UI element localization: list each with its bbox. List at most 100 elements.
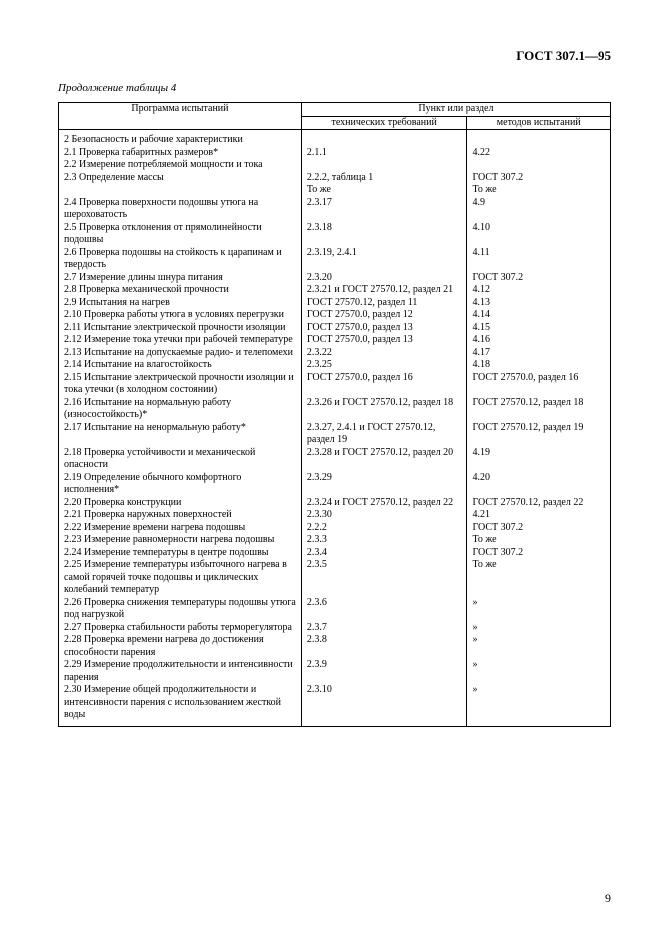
cell-methods: 4.20 [467, 472, 611, 497]
cell-tech-req [301, 159, 467, 172]
cell-program: 2.19 Определение обычного комфортного ис… [59, 472, 302, 497]
cell-tech-req: 2.3.26 и ГОСТ 27570.12, раздел 18 [301, 397, 467, 422]
table-row: 2.3 Определение массы2.2.2, таблица 1ГОС… [59, 172, 611, 185]
cell-program: 2.4 Проверка поверхности подошвы утюга н… [59, 197, 302, 222]
cell-tech-req: 2.2.2, таблица 1 [301, 172, 467, 185]
table-row: 2.30 Измерение общей продолжительности и… [59, 684, 611, 726]
cell-tech-req: 2.3.7 [301, 622, 467, 635]
cell-methods: 4.12 [467, 284, 611, 297]
cell-methods: То же [467, 534, 611, 547]
table-row: 2.2 Измерение потребляемой мощности и то… [59, 159, 611, 172]
cell-tech-req: ГОСТ 27570.12, раздел 11 [301, 297, 467, 310]
cell-program: 2.26 Проверка снижения температуры подош… [59, 597, 302, 622]
cell-tech-req: 2.3.5 [301, 559, 467, 597]
cell-methods: 4.21 [467, 509, 611, 522]
cell-methods [467, 130, 611, 147]
table-row: 2.19 Определение обычного комфортного ис… [59, 472, 611, 497]
table-row: 2.4 Проверка поверхности подошвы утюга н… [59, 197, 611, 222]
table-row: 2.24 Измерение температуры в центре подо… [59, 547, 611, 560]
table-row: 2.16 Испытание на нормальную работу (изн… [59, 397, 611, 422]
cell-program: 2.7 Измерение длины шнура питания [59, 272, 302, 285]
cell-tech-req: 2.3.10 [301, 684, 467, 726]
cell-methods: ГОСТ 27570.12, раздел 18 [467, 397, 611, 422]
table-row: 2 Безопасность и рабочие характеристики [59, 130, 611, 147]
table-row: 2.21 Проверка наружных поверхностей2.3.3… [59, 509, 611, 522]
cell-tech-req: 2.3.21 и ГОСТ 27570.12, раздел 21 [301, 284, 467, 297]
cell-methods: ГОСТ 307.2 [467, 272, 611, 285]
cell-program: 2.15 Испытание электрической прочности и… [59, 372, 302, 397]
table-row: 2.1 Проверка габаритных размеров*2.1.14.… [59, 147, 611, 160]
cell-tech-req: ГОСТ 27570.0, раздел 13 [301, 334, 467, 347]
cell-program: 2.8 Проверка механической прочности [59, 284, 302, 297]
cell-program: 2.12 Измерение тока утечки при рабочей т… [59, 334, 302, 347]
cell-methods: » [467, 659, 611, 684]
page-number: 9 [605, 891, 611, 906]
header-group: Пункт или раздел [301, 103, 610, 117]
cell-methods: 4.17 [467, 347, 611, 360]
cell-program: 2 Безопасность и рабочие характеристики [59, 130, 302, 147]
cell-tech-req: 2.3.28 и ГОСТ 27570.12, раздел 20 [301, 447, 467, 472]
header-tech-req: технических требований [301, 116, 467, 130]
cell-methods: 4.14 [467, 309, 611, 322]
cell-program: 2.27 Проверка стабильности работы термор… [59, 622, 302, 635]
table-row: То жеТо же [59, 184, 611, 197]
cell-tech-req: 2.3.3 [301, 534, 467, 547]
cell-program: 2.23 Измерение равномерности нагрева под… [59, 534, 302, 547]
header-program: Программа испытаний [59, 103, 302, 130]
cell-program: 2.13 Испытание на допускаемые радио- и т… [59, 347, 302, 360]
table-row: 2.10 Проверка работы утюга в условиях пе… [59, 309, 611, 322]
cell-methods: » [467, 622, 611, 635]
cell-tech-req: 2.3.20 [301, 272, 467, 285]
cell-tech-req: То же [301, 184, 467, 197]
table-row: 2.17 Испытание на ненормальную работу*2.… [59, 422, 611, 447]
cell-methods: 4.18 [467, 359, 611, 372]
cell-methods: ГОСТ 27570.12, раздел 19 [467, 422, 611, 447]
cell-program: 2.18 Проверка устойчивости и механическо… [59, 447, 302, 472]
cell-tech-req: 2.2.2 [301, 522, 467, 535]
cell-methods: ГОСТ 27570.0, раздел 16 [467, 372, 611, 397]
cell-program [59, 184, 302, 197]
cell-program: 2.28 Проверка времени нагрева до достиже… [59, 634, 302, 659]
table-row: 2.29 Измерение продолжительности и интен… [59, 659, 611, 684]
cell-program: 2.16 Испытание на нормальную работу (изн… [59, 397, 302, 422]
table-row: 2.13 Испытание на допускаемые радио- и т… [59, 347, 611, 360]
table-row: 2.11 Испытание электрической прочности и… [59, 322, 611, 335]
cell-tech-req: 2.3.8 [301, 634, 467, 659]
cell-methods: 4.16 [467, 334, 611, 347]
cell-methods: » [467, 684, 611, 726]
cell-program: 2.25 Измерение температуры избыточного н… [59, 559, 302, 597]
table-row: 2.28 Проверка времени нагрева до достиже… [59, 634, 611, 659]
cell-methods: 4.13 [467, 297, 611, 310]
cell-program: 2.24 Измерение температуры в центре подо… [59, 547, 302, 560]
table-row: 2.25 Измерение температуры избыточного н… [59, 559, 611, 597]
table-row: 2.22 Измерение времени нагрева подошвы2.… [59, 522, 611, 535]
cell-methods: 4.9 [467, 197, 611, 222]
cell-program: 2.29 Измерение продолжительности и интен… [59, 659, 302, 684]
cell-methods: 4.11 [467, 247, 611, 272]
cell-tech-req: 2.3.29 [301, 472, 467, 497]
cell-methods: » [467, 634, 611, 659]
table-row: 2.23 Измерение равномерности нагрева под… [59, 534, 611, 547]
cell-tech-req: 2.3.24 и ГОСТ 27570.12, раздел 22 [301, 497, 467, 510]
cell-program: 2.1 Проверка габаритных размеров* [59, 147, 302, 160]
cell-program: 2.22 Измерение времени нагрева подошвы [59, 522, 302, 535]
cell-tech-req: 2.3.25 [301, 359, 467, 372]
table-row: 2.8 Проверка механической прочности2.3.2… [59, 284, 611, 297]
cell-tech-req [301, 130, 467, 147]
table-row: 2.20 Проверка конструкции2.3.24 и ГОСТ 2… [59, 497, 611, 510]
cell-methods: ГОСТ 27570.12, раздел 22 [467, 497, 611, 510]
cell-program: 2.2 Измерение потребляемой мощности и то… [59, 159, 302, 172]
cell-tech-req: 2.3.27, 2.4.1 и ГОСТ 27570.12, раздел 19 [301, 422, 467, 447]
cell-tech-req: 2.3.17 [301, 197, 467, 222]
cell-methods: То же [467, 184, 611, 197]
header-methods: методов испытаний [467, 116, 611, 130]
table-row: 2.9 Испытания на нагревГОСТ 27570.12, ра… [59, 297, 611, 310]
table-row: 2.6 Проверка подошвы на стойкость к цара… [59, 247, 611, 272]
cell-program: 2.21 Проверка наружных поверхностей [59, 509, 302, 522]
cell-tech-req: 2.1.1 [301, 147, 467, 160]
cell-program: 2.30 Измерение общей продолжительности и… [59, 684, 302, 726]
table-row: 2.14 Испытание на влагостойкость2.3.254.… [59, 359, 611, 372]
cell-methods: ГОСТ 307.2 [467, 522, 611, 535]
cell-program: 2.14 Испытание на влагостойкость [59, 359, 302, 372]
table-row: 2.7 Измерение длины шнура питания2.3.20Г… [59, 272, 611, 285]
